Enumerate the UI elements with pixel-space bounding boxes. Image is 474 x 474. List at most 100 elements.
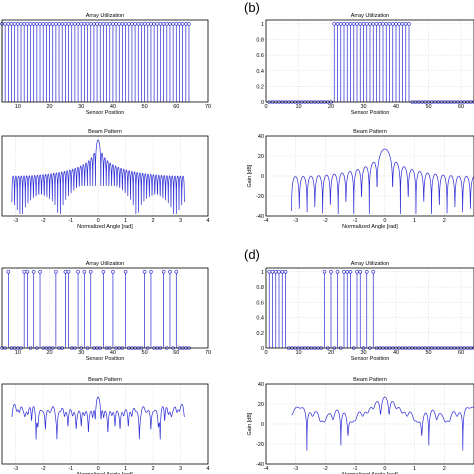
beam-pattern-line [291, 148, 474, 215]
stem-marker [22, 22, 26, 26]
stem-marker [187, 22, 191, 26]
stem-marker [387, 22, 392, 26]
stem-marker [63, 22, 68, 26]
x-axis-label: Sensor Position [351, 356, 390, 362]
x-tick-label: 0 [97, 466, 100, 472]
y-tick-label: 0.6 [256, 300, 264, 306]
stem-marker [142, 270, 147, 274]
stem-marker [66, 270, 71, 274]
x-tick-label: 2 [152, 466, 155, 472]
stem-marker [25, 270, 30, 274]
stem-marker [133, 22, 137, 26]
stem-marker [76, 270, 80, 274]
x-tick-label: 0 [264, 104, 267, 110]
x-tick-label: 40 [393, 104, 399, 110]
plot-title: Array Utilization [351, 261, 390, 267]
plot-frame [1, 383, 209, 465]
stem-marker [6, 22, 11, 26]
plot-frame [265, 383, 474, 465]
stem-marker [177, 22, 182, 26]
stem-marker [57, 22, 61, 26]
stem-marker [273, 270, 278, 274]
stem-marker [145, 22, 150, 26]
x-tick-label: 10 [295, 104, 301, 110]
d-util-chart: Array Utilization 0 10 20 30 40 50 60 0 0.2 0.4 0.6… [256, 261, 474, 362]
stem-marker [355, 270, 359, 274]
a-beam-chart: Beam Pattern -3 -2 -1 0 1 2 3 4 Normalized Angle … [1, 129, 210, 230]
stem-marker [267, 270, 272, 274]
stem-marker [171, 22, 175, 26]
x-tick-label: 10 [15, 104, 21, 110]
stem-marker [44, 22, 49, 26]
stem-marker [403, 22, 408, 26]
y-tick-label: 20 [258, 154, 264, 160]
x-tick-label: 30 [360, 104, 366, 110]
stem-marker [88, 270, 93, 274]
stem-marker [25, 22, 30, 26]
x-axis-label: Sensor Position [86, 356, 125, 362]
x-tick-label: 20 [46, 104, 52, 110]
plot-frame [1, 267, 209, 349]
stem-marker [283, 270, 288, 274]
y-tick-label: -20 [256, 194, 264, 200]
stem-marker [22, 270, 26, 274]
x-tick-label: 2 [152, 218, 155, 224]
stem-marker [149, 270, 153, 274]
plot-title: Beam Pattern [88, 129, 122, 135]
y-tick-label: 0 [261, 422, 264, 428]
plot-title: Beam Pattern [353, 377, 387, 383]
stem-marker [82, 270, 87, 274]
stem-marker [50, 22, 55, 26]
x-tick-label: -2 [41, 218, 46, 224]
y-tick-label: 1 [261, 270, 264, 276]
x-tick-label: -4 [264, 218, 269, 224]
stem-marker [104, 22, 109, 26]
stem-marker [117, 22, 122, 26]
y-tick-label: 0 [261, 174, 264, 180]
y-tick-label: 0.4 [256, 69, 264, 75]
x-tick-label: 1 [413, 466, 416, 472]
a-util-chart: Array Utilization 10 20 30 40 50 60 70 Sensor Po… [0, 13, 211, 116]
x-tick-label: 2 [443, 218, 446, 224]
stem-marker [371, 22, 376, 26]
stem-marker [35, 22, 39, 26]
stem-marker [54, 22, 58, 26]
x-tick-label: -1 [353, 466, 358, 472]
x-tick-label: 60 [458, 104, 464, 110]
x-axis-label: Normalized Angle [rad] [77, 472, 133, 474]
y-tick-label: 0.6 [256, 53, 264, 59]
stem-marker [374, 22, 379, 26]
stem-marker [111, 270, 115, 274]
stem-marker [174, 270, 179, 274]
stem-marker [82, 22, 87, 26]
beam-pattern-line [11, 396, 185, 440]
x-tick-label: -4 [264, 466, 269, 472]
x-tick-label: 50 [425, 104, 431, 110]
x-tick-label: 0 [383, 218, 386, 224]
plot-title: Array Utilization [86, 261, 125, 267]
stem-marker [381, 22, 385, 26]
stem-marker [355, 22, 359, 26]
stem-marker [38, 270, 42, 274]
stem-marker [38, 22, 42, 26]
stem-marker [342, 22, 346, 26]
stem-marker [126, 22, 131, 26]
stem-marker [345, 22, 350, 26]
stem-marker [335, 22, 340, 26]
x-tick-label: 20 [328, 104, 334, 110]
stem-marker [139, 22, 144, 26]
x-tick-label: 70 [205, 350, 211, 356]
stem-marker [161, 22, 166, 26]
x-tick-label: -3 [13, 466, 18, 472]
x-tick-label: 1 [124, 466, 127, 472]
x-tick-label: -1 [353, 218, 358, 224]
stem-marker [332, 22, 337, 26]
plot-frame [265, 135, 474, 217]
plot-frame [265, 19, 474, 103]
y-tick-label: 0.8 [256, 285, 264, 291]
y-tick-label: 0.2 [256, 331, 264, 337]
y-tick-label: 20 [258, 402, 264, 408]
stem-marker [85, 22, 90, 26]
stem-marker [277, 270, 281, 274]
